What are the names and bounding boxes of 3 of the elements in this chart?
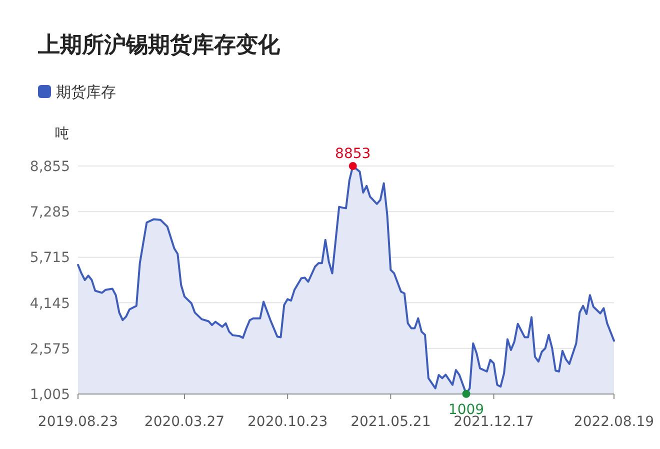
ylabel: 吨 — [55, 126, 69, 142]
annotation: 8853 — [335, 146, 371, 162]
title: 上期所沪锡期货库存变化 — [38, 33, 280, 58]
